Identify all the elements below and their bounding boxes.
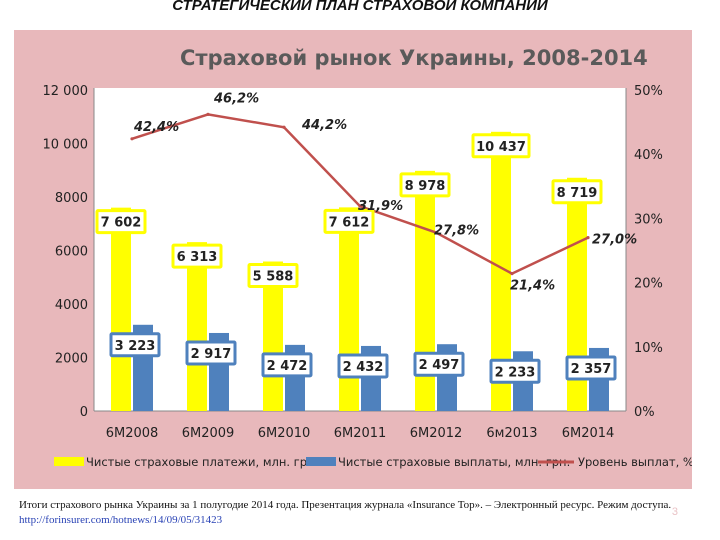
label-payout-level: 27,8% [434,224,479,239]
label-payouts-box [109,332,161,358]
payout-level-point [206,112,210,116]
label-payouts: 2 357 [571,362,612,377]
chart-svg: Страховой рынок Украины, 2008-2014 0 2000… [43,46,693,469]
label-payouts-box [565,355,617,381]
y-left-tick-label: 8000 [55,191,88,206]
chart-title: Страховой рынок Украины, 2008-2014 [180,46,648,70]
y-right-tick-label: 50% [634,84,663,99]
label-payouts-box [489,358,541,384]
label-payments: 8 978 [405,179,446,194]
legend-label-level: Уровень выплат, % [578,455,692,469]
x-tick-label: 6М2010 [258,426,311,441]
y-left-tick-label: 4000 [55,298,88,313]
legend-swatch-payouts [306,457,336,466]
label-payments-box [95,209,147,235]
label-payout-level: 42,4% [133,120,179,135]
payout-level-point [586,236,590,240]
label-payout-level: 27,0% [592,233,637,248]
label-payments-box [551,179,603,205]
legend-swatch-payments [54,457,84,466]
label-payout-level: 21,4% [510,279,555,294]
label-payouts: 2 233 [495,365,536,380]
y-left-tick-label: 6000 [55,245,88,260]
label-payouts-box [413,351,465,377]
x-tick-label: 6М2009 [182,426,235,441]
label-payments: 7 602 [101,216,142,231]
y-right-tick-label: 30% [634,212,663,227]
label-payout-level: 46,2% [213,91,259,106]
caption-text: Итоги страхового рынка Украины за 1 полу… [19,499,672,511]
y-left-tick-label: 10 000 [43,138,89,153]
x-tick-label: 6М2012 [410,426,463,441]
label-payments: 8 719 [557,186,598,201]
legend-label-payouts: Чистые страховые выплаты, млн. грн. [338,455,570,469]
legend: Чистые страховые платежи, млн. грн. Чисты… [54,455,692,469]
label-payments-box [471,133,531,159]
label-payout-level: 44,2% [301,118,347,133]
label-payments: 10 437 [476,140,526,155]
label-payouts: 2 472 [267,359,308,374]
payout-line [130,112,590,276]
y-left-tick-label: 2000 [55,352,88,367]
chart-frame: Страховой рынок Украины, 2008-2014 0 2000… [14,30,692,489]
legend-label-payments: Чистые страховые платежи, млн. грн. [86,455,318,469]
bar-payments [111,207,131,411]
bar-payments [187,242,207,411]
label-payments-box [399,172,451,198]
y-right-tick-label: 20% [634,277,663,292]
y-left-tick-label: 0 [80,405,88,420]
caption-link[interactable]: http://forinsurer.com/hotnews/14/09/05/3… [19,514,223,526]
label-payouts: 3 223 [115,339,156,354]
payout-level-point [282,125,286,129]
data-labels: 7 602 6 313 5 588 7 612 8 978 10 437 8 719 3 22… [95,91,637,384]
label-payouts-box [185,340,237,366]
payout-level-point [358,204,362,208]
label-payments-box [323,208,375,234]
label-payments: 6 313 [177,250,218,265]
label-payments-box [247,263,299,289]
label-payouts-box [337,353,389,379]
payout-level-point [130,137,134,141]
bar-payments [567,177,587,411]
slide-title: СТРАТЕГИЧЕСКИЙ ПЛАН СТРАХОВОЙ КОМПАНИИ [172,0,548,14]
x-tick-label: 6м2013 [486,426,537,441]
label-payments: 7 612 [329,215,370,230]
source-caption: Итоги страхового рынка Украины за 1 полу… [19,498,709,528]
label-payouts: 2 432 [343,360,384,375]
y-right-tick-label: 0% [634,405,655,420]
x-tick-label: 6М2014 [562,426,615,441]
page-number: 3 [671,506,678,518]
x-tick-label: 6М2008 [106,426,159,441]
payout-level-point [510,272,514,276]
bar-payments [491,131,511,411]
label-payments: 5 588 [253,270,294,285]
label-payout-level: 31,9% [358,199,403,214]
y-left-tick-label: 12 000 [43,84,89,99]
y-right-tick-label: 10% [634,341,663,356]
x-tick-label: 6М2011 [334,426,387,441]
label-payouts-box [261,352,313,378]
payout-level-point [434,230,438,235]
y-right-tick-label: 40% [634,148,663,163]
label-payouts: 2 497 [419,358,460,373]
label-payments-box [171,243,223,269]
bar-payments [339,207,359,411]
label-payouts: 2 917 [191,347,232,362]
